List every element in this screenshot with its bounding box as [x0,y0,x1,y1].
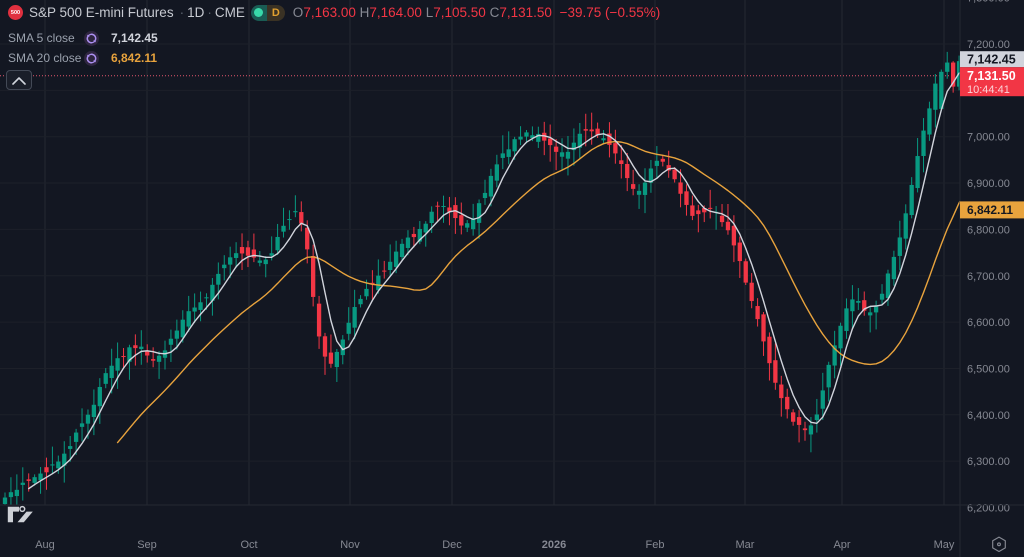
svg-text:Mar: Mar [736,539,755,551]
svg-text:May: May [934,539,955,551]
svg-text:6,200.00: 6,200.00 [967,503,1010,515]
svg-text:6,600.00: 6,600.00 [967,317,1010,329]
svg-text:6,400.00: 6,400.00 [967,410,1010,422]
svg-text:7,200.00: 7,200.00 [967,39,1010,51]
svg-text:7,000.00: 7,000.00 [967,132,1010,144]
svg-text:6,900.00: 6,900.00 [967,178,1010,190]
svg-text:6,300.00: 6,300.00 [967,456,1010,468]
svg-text:Dec: Dec [442,539,462,551]
svg-text:6,500.00: 6,500.00 [967,363,1010,375]
svg-text:Apr: Apr [833,539,850,551]
svg-text:2026: 2026 [542,539,566,551]
svg-text:6,800.00: 6,800.00 [967,224,1010,236]
svg-text:6,842.11: 6,842.11 [967,203,1013,217]
svg-text:Oct: Oct [240,539,257,551]
svg-text:Nov: Nov [340,539,360,551]
svg-text:6,700.00: 6,700.00 [967,271,1010,283]
svg-text:Aug: Aug [35,539,55,551]
svg-text:7,142.45: 7,142.45 [967,53,1016,67]
svg-text:10:44:41: 10:44:41 [967,84,1010,96]
svg-text:Feb: Feb [646,539,665,551]
svg-text:Sep: Sep [137,539,157,551]
svg-text:7,131.50: 7,131.50 [967,69,1016,83]
